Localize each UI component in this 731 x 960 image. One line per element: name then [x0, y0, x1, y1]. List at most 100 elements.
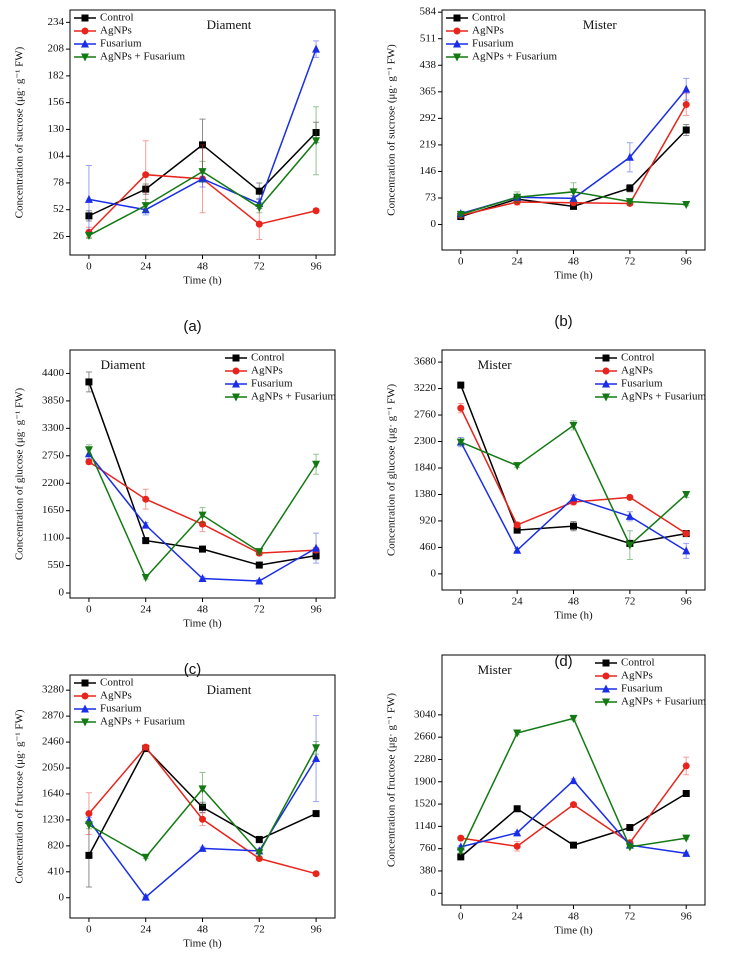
marker — [81, 53, 89, 62]
marker — [141, 892, 150, 901]
y-tick-label: 1380 — [414, 488, 437, 500]
y-tick-label: 511 — [420, 32, 436, 44]
legend-label: Control — [100, 677, 134, 689]
marker — [85, 458, 93, 466]
y-tick-label: 410 — [48, 865, 65, 877]
y-tick-label: 1520 — [414, 798, 437, 810]
x-tick-label: 72 — [624, 256, 635, 268]
y-tick-label: 130 — [48, 123, 65, 135]
marker — [84, 231, 93, 240]
x-axis-label: Time (h) — [554, 610, 593, 622]
series-line — [88, 381, 317, 566]
x-tick-label: 72 — [254, 604, 265, 616]
marker — [81, 39, 89, 48]
marker — [513, 521, 521, 529]
legend-label: Control — [621, 352, 655, 364]
marker — [142, 495, 150, 503]
marker — [513, 805, 521, 813]
marker — [255, 548, 264, 557]
marker — [453, 27, 461, 35]
y-tick-label: 1840 — [414, 462, 437, 474]
marker — [198, 843, 207, 852]
y-tick-label: 182 — [48, 69, 65, 81]
marker — [255, 204, 264, 213]
y-tick-label: 0 — [59, 891, 65, 903]
marker — [232, 354, 240, 362]
marker — [570, 801, 577, 809]
marker — [81, 679, 89, 687]
legend-label: AgNPs — [251, 365, 283, 377]
x-tick-label: 72 — [254, 924, 265, 936]
marker — [255, 220, 263, 228]
y-tick-label: 3850 — [42, 394, 65, 406]
marker — [513, 729, 522, 738]
marker — [513, 526, 521, 534]
x-tick-label: 96 — [311, 261, 323, 273]
marker — [198, 785, 207, 794]
chart-title: Mister — [583, 17, 618, 32]
y-tick-label: 1650 — [42, 504, 65, 516]
marker — [569, 188, 578, 197]
legend-label: Control — [621, 657, 655, 669]
x-tick-label: 96 — [311, 924, 323, 936]
legend-label: Fusarium — [100, 703, 142, 715]
x-tick-label: 72 — [624, 911, 635, 923]
x-tick-label: 0 — [86, 604, 92, 616]
marker — [142, 185, 150, 193]
x-tick-label: 48 — [197, 261, 209, 273]
x-tick-label: 48 — [568, 911, 580, 923]
marker — [625, 152, 634, 161]
x-tick-label: 24 — [140, 924, 152, 936]
marker — [312, 810, 320, 818]
marker — [570, 522, 577, 530]
marker — [81, 704, 89, 713]
marker — [198, 174, 207, 183]
marker — [457, 834, 465, 842]
marker — [255, 576, 264, 585]
x-tick-label: 96 — [311, 604, 323, 616]
y-tick-label: 2280 — [414, 753, 437, 765]
chart-title: Mister — [478, 662, 513, 677]
x-tick-label: 96 — [681, 256, 693, 268]
y-tick-label: 3300 — [42, 422, 65, 434]
marker — [85, 851, 93, 859]
legend-label: Fusarium — [251, 378, 293, 390]
marker — [312, 44, 321, 53]
x-tick-label: 0 — [458, 596, 464, 608]
marker — [199, 545, 206, 553]
legend-label: AgNPs + Fusarium — [621, 696, 706, 708]
marker — [457, 404, 465, 412]
legend-label: Control — [100, 12, 134, 24]
marker — [625, 198, 634, 207]
y-tick-label: 2660 — [414, 731, 437, 743]
marker — [626, 493, 634, 501]
marker — [513, 828, 522, 837]
y-tick-label: 2300 — [414, 435, 437, 447]
y-tick-label: 0 — [431, 218, 437, 230]
x-axis-label: Time (h) — [183, 618, 222, 630]
x-axis-label: Time (h) — [554, 270, 593, 282]
marker — [602, 393, 610, 402]
marker — [312, 543, 321, 552]
marker — [255, 561, 263, 569]
legend-label: AgNPs — [472, 25, 504, 37]
marker — [255, 849, 264, 858]
x-tick-label: 48 — [197, 924, 209, 936]
y-tick-label: 0 — [431, 887, 437, 899]
marker — [682, 201, 691, 210]
marker — [199, 141, 206, 149]
x-tick-label: 72 — [624, 596, 635, 608]
panel-label: (b) — [554, 313, 572, 330]
y-tick-label: 2460 — [42, 736, 65, 748]
plot-frame — [441, 349, 706, 591]
marker — [682, 834, 691, 843]
y-tick-label: 234 — [48, 16, 65, 28]
legend-label: AgNPs + Fusarium — [100, 716, 185, 728]
marker — [84, 194, 93, 203]
marker — [81, 692, 89, 700]
marker — [682, 848, 691, 857]
marker — [626, 824, 634, 832]
y-tick-label: 146 — [420, 165, 437, 177]
y-tick-label: 3680 — [414, 356, 437, 368]
y-tick-label: 2750 — [42, 449, 65, 461]
